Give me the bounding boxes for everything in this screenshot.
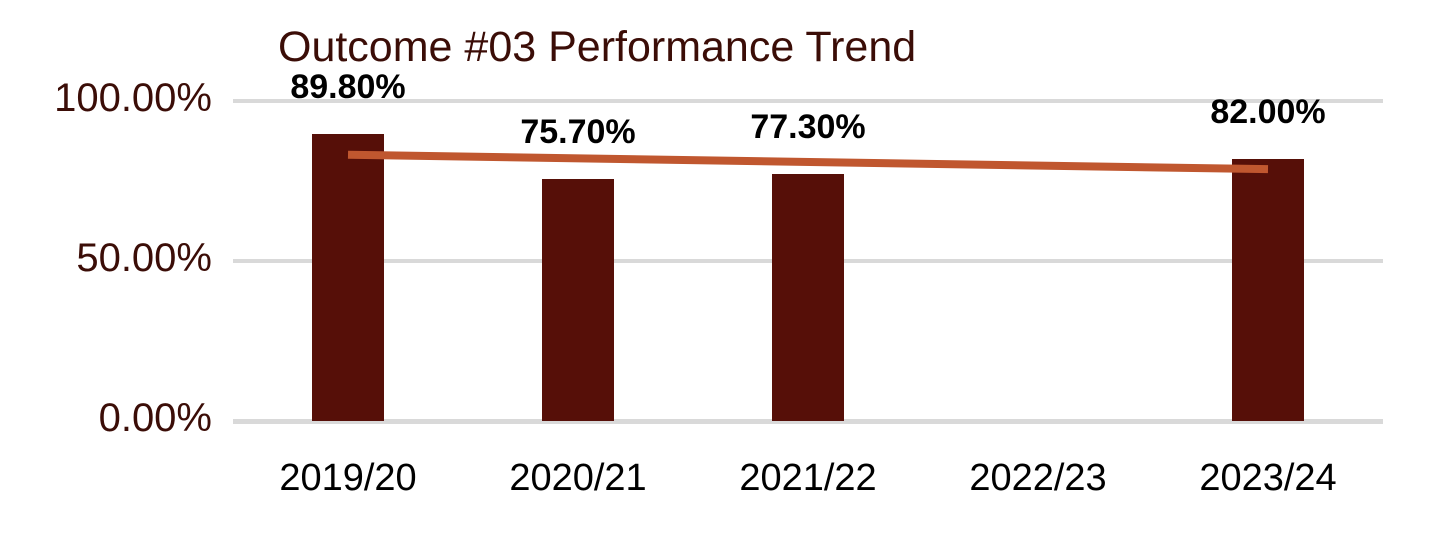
x-axis-category-label: 2021/22	[739, 457, 877, 499]
x-axis-category-label: 2020/21	[509, 457, 647, 499]
x-axis-category-label: 2023/24	[1199, 457, 1337, 499]
trend-line	[347, 150, 1269, 174]
bar-2023-24	[1232, 158, 1304, 421]
gridline	[233, 99, 1383, 103]
x-axis-category-label: 2022/23	[969, 457, 1107, 499]
chart-title: Outcome #03 Performance Trend	[278, 23, 917, 71]
y-axis-tick-label: 50.00%	[76, 236, 212, 280]
bar-2020-21	[542, 178, 614, 421]
bar-2021-22	[772, 173, 844, 421]
y-axis-tick-label: 0.00%	[98, 396, 212, 440]
bar-value-label: 82.00%	[1210, 92, 1326, 131]
bar-value-label: 75.70%	[520, 112, 636, 151]
bar-value-label: 89.80%	[290, 67, 406, 106]
x-axis-line	[233, 418, 1383, 424]
x-axis-category-label: 2019/20	[279, 457, 417, 499]
bar-2019-20	[312, 133, 384, 421]
y-axis-tick-label: 100.00%	[54, 76, 212, 120]
bar-value-label: 77.30%	[750, 107, 866, 146]
